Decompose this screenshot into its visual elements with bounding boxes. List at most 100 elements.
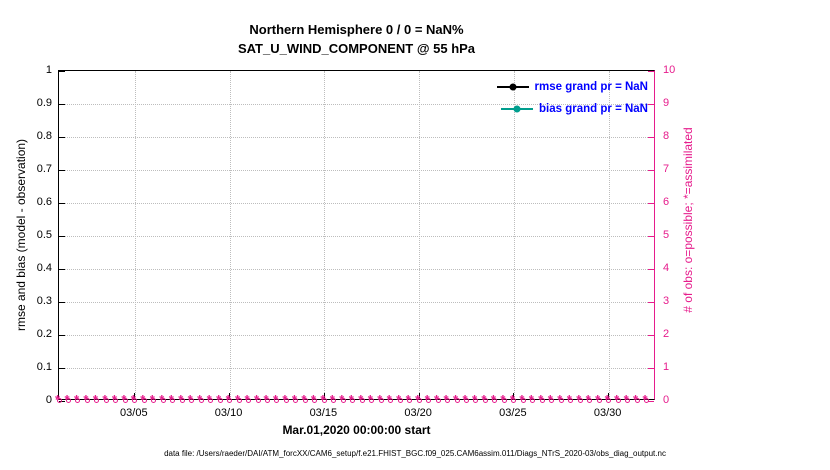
- obs-possible-marker: [530, 398, 536, 403]
- y-tick-label-right: 1: [663, 361, 670, 373]
- gridline-vertical: [134, 71, 136, 399]
- obs-possible-marker: [283, 398, 289, 403]
- obs-assimilated-marker: *: [197, 392, 203, 407]
- obs-possible-marker: [132, 398, 138, 403]
- obs-possible-marker: [388, 398, 394, 403]
- obs-assimilated-marker: *: [301, 392, 307, 407]
- obs-assimilated-marker: *: [348, 392, 354, 407]
- obs-assimilated-marker: *: [73, 392, 79, 407]
- obs-possible-marker: [264, 398, 270, 403]
- obs-possible-marker: [577, 398, 583, 403]
- obs-possible-marker: [644, 398, 650, 403]
- obs-possible-marker: [208, 398, 214, 403]
- obs-possible-marker: [321, 398, 327, 403]
- gridline-horizontal: [59, 335, 654, 336]
- obs-assimilated-marker: *: [149, 392, 155, 407]
- obs-assimilated-marker: *: [453, 392, 459, 407]
- obs-assimilated-marker: *: [339, 392, 345, 407]
- obs-possible-marker: [113, 398, 119, 403]
- obs-possible-marker: [369, 398, 375, 403]
- plot-area: rmse grand pr = NaN bias grand pr = NaN *…: [55, 70, 655, 406]
- x-axis-tick: [608, 393, 610, 399]
- obs-assimilated-marker: *: [396, 392, 402, 407]
- obs-possible-marker: [160, 398, 166, 403]
- y-axis-tick-right: [648, 103, 654, 105]
- x-tick-label: 03/20: [404, 407, 432, 419]
- gridline-horizontal: [59, 203, 654, 204]
- y-axis-tick-left: [59, 202, 65, 204]
- chart-title: Northern Hemisphere 0 / 0 = NaN% SAT_U_W…: [58, 20, 655, 58]
- y-axis-tick-left: [59, 400, 65, 402]
- y-axis-tick-right: [648, 235, 654, 237]
- x-axis-tick: [134, 393, 136, 399]
- chart-title-line1: Northern Hemisphere 0 / 0 = NaN%: [249, 22, 464, 37]
- x-axis-tick: [513, 393, 515, 399]
- obs-assimilated-marker: *: [377, 392, 383, 407]
- obs-assimilated-marker: *: [576, 392, 582, 407]
- gridline-vertical: [229, 71, 231, 399]
- obs-assimilated-marker: *: [405, 392, 411, 407]
- obs-assimilated-marker: *: [358, 392, 364, 407]
- obs-assimilated-marker: *: [443, 392, 449, 407]
- obs-possible-marker: [94, 398, 100, 403]
- obs-assimilated-marker: *: [111, 392, 117, 407]
- obs-assimilated-marker: *: [481, 392, 487, 407]
- gridline-horizontal: [59, 170, 654, 171]
- y-axis-tick-right: [648, 70, 654, 72]
- obs-assimilated-marker: *: [235, 392, 241, 407]
- obs-assimilated-marker: *: [102, 392, 108, 407]
- x-tick-label: 03/05: [120, 407, 148, 419]
- y-tick-label-left: 1: [45, 64, 52, 76]
- obs-possible-marker: [445, 398, 451, 403]
- chart-title-line2: SAT_U_WIND_COMPONENT @ 55 hPa: [237, 41, 476, 56]
- obs-assimilated-marker: *: [500, 392, 506, 407]
- obs-assimilated-marker: *: [244, 392, 250, 407]
- y-axis-tick-right: [648, 268, 654, 270]
- x-axis-tick: [229, 393, 231, 399]
- obs-assimilated-marker: *: [130, 392, 136, 407]
- legend-label: rmse grand pr = NaN: [534, 81, 648, 93]
- obs-assimilated-marker: *: [490, 392, 496, 407]
- x-tick-label: 03/30: [593, 407, 622, 419]
- obs-assimilated-marker: *: [225, 392, 231, 407]
- y-tick-label-right: 6: [663, 196, 670, 208]
- y-axis-tick-left: [59, 301, 65, 303]
- x-tick-label: 03/25: [499, 407, 527, 419]
- obs-possible-marker: [331, 398, 337, 403]
- obs-assimilated-marker: *: [187, 392, 193, 407]
- obs-possible-marker: [378, 398, 384, 403]
- obs-assimilated-marker: *: [272, 392, 278, 407]
- data-file-caption: data file: /Users/raeder/DAI/ATM_forcXX/…: [164, 449, 666, 458]
- obs-assimilated-marker: *: [291, 392, 297, 407]
- obs-possible-marker: [340, 398, 346, 403]
- obs-possible-marker: [350, 398, 356, 403]
- legend-item-bias: bias grand pr = NaN: [497, 98, 648, 120]
- obs-assimilated-marker: *: [415, 392, 421, 407]
- obs-possible-marker: [56, 398, 62, 403]
- obs-assimilated-marker: *: [64, 392, 70, 407]
- gridline-vertical: [608, 71, 610, 399]
- obs-assimilated-marker: *: [557, 392, 563, 407]
- obs-possible-marker: [141, 398, 147, 403]
- obs-possible-marker: [227, 398, 233, 403]
- legend-label: bias grand pr = NaN: [539, 103, 648, 115]
- obs-assimilated-marker: *: [178, 392, 184, 407]
- obs-possible-marker: [482, 398, 488, 403]
- obs-possible-marker: [75, 398, 81, 403]
- obs-possible-marker: [463, 398, 469, 403]
- y-axis-tick-right: [648, 400, 654, 402]
- y-tick-label-left: 0.6: [36, 196, 52, 208]
- obs-possible-marker: [454, 398, 460, 403]
- obs-possible-marker: [236, 398, 242, 403]
- y-tick-label-right: 8: [663, 130, 670, 142]
- x-tick-label: 03/15: [309, 407, 338, 419]
- obs-assimilated-marker: *: [367, 392, 373, 407]
- legend-marker-dot: [509, 83, 517, 91]
- obs-possible-marker: [179, 398, 185, 403]
- y-axis-tick-left: [59, 235, 65, 237]
- obs-possible-marker: [587, 398, 593, 403]
- gridline-vertical: [324, 71, 326, 399]
- obs-possible-marker: [615, 398, 621, 403]
- obs-possible-marker: [189, 398, 195, 403]
- obs-possible-marker: [274, 398, 280, 403]
